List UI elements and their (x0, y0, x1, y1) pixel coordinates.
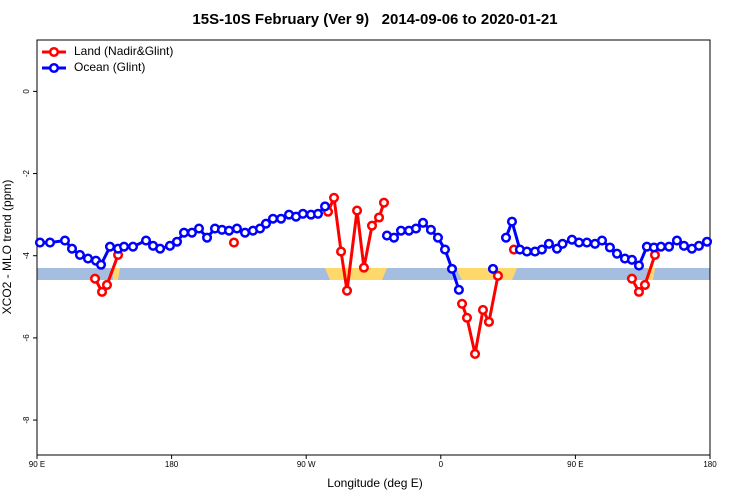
data-point (276, 213, 287, 224)
data-point (341, 285, 353, 296)
data-point (671, 235, 682, 246)
data-point (358, 262, 369, 273)
data-point (543, 238, 554, 249)
data-point (500, 232, 512, 243)
y-tick-label: -4 (22, 252, 31, 260)
data-point (461, 312, 473, 323)
data-point (633, 260, 645, 271)
data-point (34, 237, 46, 248)
data-point (155, 243, 166, 254)
data-point (59, 235, 71, 246)
data-point (432, 232, 444, 243)
data-point (483, 316, 495, 327)
data-point (97, 286, 108, 297)
data-point (66, 243, 78, 254)
data-point (118, 241, 130, 252)
data-point (351, 205, 363, 216)
data-point (164, 240, 176, 251)
data-point (231, 223, 243, 234)
data-point (254, 223, 266, 234)
x-tick-label: 180 (165, 460, 179, 469)
data-point (456, 298, 468, 309)
data-point (596, 235, 608, 246)
data-point (388, 232, 400, 243)
x-tick-label: 180 (703, 460, 717, 469)
y-tick-label: -2 (22, 169, 31, 177)
data-point (446, 263, 458, 274)
legend-label: Land (Nadir&Glint) (74, 44, 173, 58)
x-tick-label: 90 W (297, 460, 316, 469)
data-point (611, 248, 623, 259)
y-tick-label: -6 (22, 334, 31, 342)
data-point (626, 273, 637, 284)
data-point (581, 237, 592, 248)
data-point (186, 227, 197, 238)
legend-marker (48, 62, 60, 74)
data-point (378, 197, 390, 208)
plot-frame (36, 39, 711, 456)
data-point (506, 216, 518, 227)
data-point (171, 236, 183, 247)
y-axis-label: XCO2 - MLO trend (ppm) (0, 180, 14, 315)
data-point (701, 236, 713, 247)
data-point (260, 218, 272, 229)
data-point (228, 237, 240, 248)
data-point (655, 241, 666, 252)
y-tick-label: 0 (22, 89, 31, 94)
x-tick-label: 90 E (567, 460, 583, 469)
data-point (95, 259, 107, 270)
x-tick-label: 90 E (29, 460, 45, 469)
data-point (193, 223, 205, 234)
data-point (140, 235, 152, 246)
data-point (104, 241, 116, 252)
data-point (693, 240, 704, 251)
data-point (453, 284, 464, 295)
chart-title: 15S-10S February (Ver 9) 2014-09-06 to 2… (192, 11, 557, 28)
data-point (127, 241, 139, 252)
data-point (201, 232, 213, 243)
data-point (312, 208, 324, 219)
x-axis-label: Longitude (deg E) (327, 476, 422, 490)
data-point (319, 201, 331, 212)
x-tick-label: 0 (439, 460, 444, 469)
data-point (101, 279, 113, 290)
data-point (178, 227, 190, 238)
data-point (487, 263, 499, 274)
data-point (267, 213, 279, 224)
legend-marker (48, 46, 60, 58)
data-point (417, 217, 429, 228)
data-point (425, 224, 436, 235)
data-point (557, 238, 568, 249)
data-point (536, 244, 547, 255)
data-point (395, 225, 407, 236)
legend-label: Ocean (Glint) (74, 60, 145, 74)
data-point (573, 237, 585, 248)
data-point (328, 192, 340, 203)
data-point (663, 241, 675, 252)
data-point (366, 220, 378, 231)
data-point (439, 244, 451, 255)
data-point (44, 237, 56, 248)
data-point (477, 304, 489, 316)
data-point (335, 246, 347, 257)
data-point (89, 273, 101, 284)
data-point (521, 246, 532, 257)
land-sea-mask (37, 268, 710, 280)
data-point (626, 254, 637, 265)
data-point (469, 348, 481, 359)
data-point (297, 208, 308, 219)
data-point (82, 253, 94, 264)
y-tick-label: -8 (22, 416, 31, 424)
data-point (223, 225, 235, 236)
data-point (373, 212, 385, 223)
data-point (633, 286, 645, 297)
data-point (678, 240, 690, 251)
data-point (604, 242, 615, 253)
data-point (410, 223, 422, 234)
data-point (74, 249, 85, 260)
data-point (639, 279, 650, 290)
data-point (492, 270, 503, 281)
data-point (239, 227, 251, 238)
